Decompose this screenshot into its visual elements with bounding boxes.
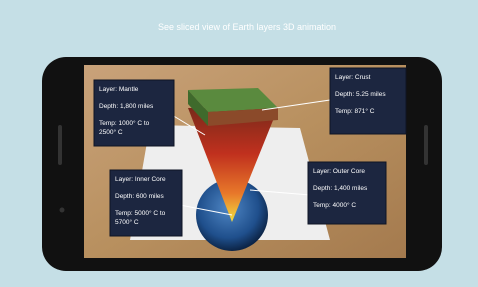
info-layer: Layer: Mantle xyxy=(99,86,139,93)
camera xyxy=(60,208,65,213)
info-depth: Depth: 600 miles xyxy=(115,193,165,200)
info-box: Layer: Outer Core Depth: 1,400 miles Temp:… xyxy=(308,162,386,224)
info-temp: Temp: 871° C xyxy=(335,107,375,115)
info-depth: Depth: 5.25 miles xyxy=(335,91,386,98)
info-layer: Layer: Inner Core xyxy=(115,176,166,183)
info-layer: Layer: Crust xyxy=(335,74,371,81)
speaker xyxy=(424,125,428,165)
page: See sliced view of Earth layers 3D anima… xyxy=(0,0,478,287)
text-line: Temp: 5000° C to xyxy=(115,209,167,217)
text-line: Temp: 1000° C to xyxy=(99,119,151,127)
info-box: Layer: Mantle Depth: 1,800 miles Temp: 100… xyxy=(94,80,174,146)
speaker xyxy=(58,125,62,165)
info-temp: Temp: 4000° C xyxy=(313,201,356,209)
text-line: 5700° C xyxy=(115,218,139,226)
info-layer: Layer: Outer Core xyxy=(313,168,365,175)
info-box: Layer: Crust Depth: 5.25 miles Temp: 871° … xyxy=(330,68,406,134)
info-depth: Depth: 1,400 miles xyxy=(313,185,368,192)
info-box: Layer: Inner Core Depth: 600 miles Temp: 5… xyxy=(110,170,182,236)
screenshot: See sliced view of Earth layers 3D anima… xyxy=(0,0,478,287)
text-line: 2500° C xyxy=(99,128,123,136)
caption: See sliced view of Earth layers 3D anima… xyxy=(158,22,336,32)
info-depth: Depth: 1,800 miles xyxy=(99,103,154,110)
